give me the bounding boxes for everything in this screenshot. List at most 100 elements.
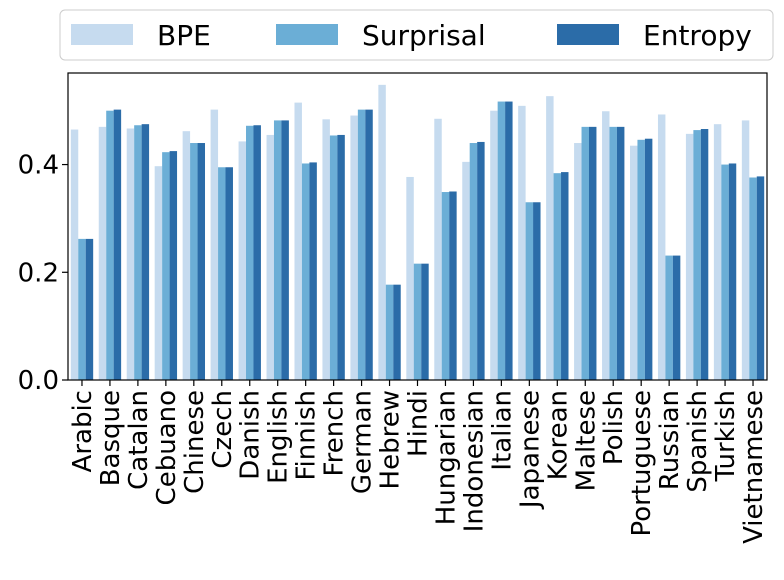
bar-bpe-arabic xyxy=(70,129,79,380)
bar-surprisal-spanish xyxy=(693,130,701,380)
legend-swatch-entropy xyxy=(557,24,619,45)
bar-entropy-italian xyxy=(505,101,513,381)
bar-bpe-french xyxy=(322,119,330,380)
bar-surprisal-japanese xyxy=(525,202,534,380)
bar-entropy-japanese xyxy=(533,202,541,380)
bar-entropy-hebrew xyxy=(393,284,401,380)
bar-bpe-german xyxy=(350,115,358,381)
x-tick-label-arabic: Arabic xyxy=(68,390,98,472)
bar-surprisal-polish xyxy=(609,126,617,380)
bar-bpe-polish xyxy=(602,111,610,381)
bar-entropy-catalan xyxy=(141,124,150,380)
y-tick-label: 0.4 xyxy=(18,151,59,181)
bar-entropy-finnish xyxy=(309,162,317,380)
bar-entropy-maltese xyxy=(588,126,597,380)
bar-surprisal-czech xyxy=(218,167,226,380)
bar-surprisal-vietnamese xyxy=(749,177,757,380)
bar-entropy-hungarian xyxy=(449,191,457,380)
x-tick-label-french: French xyxy=(320,390,350,476)
x-tick-label-hungarian: Hungarian xyxy=(431,390,461,525)
bar-bpe-cebuano xyxy=(154,166,163,380)
bar-surprisal-french xyxy=(329,135,338,380)
bar-bpe-indonesian xyxy=(462,161,470,380)
bar-bpe-chinese xyxy=(182,131,191,380)
x-tick-label-german: German xyxy=(348,390,378,494)
x-tick-label-catalan: Catalan xyxy=(124,390,154,490)
x-tick-label-finnish: Finnish xyxy=(292,390,322,481)
bar-entropy-danish xyxy=(253,125,261,381)
bar-surprisal-german xyxy=(357,109,366,381)
bar-surprisal-finnish xyxy=(301,163,310,380)
legend-swatch-surprisal xyxy=(276,24,338,45)
bar-bpe-korean xyxy=(546,96,554,380)
bar-surprisal-chinese xyxy=(190,143,198,380)
x-tick-label-hebrew: Hebrew xyxy=(376,390,406,489)
bar-surprisal-turkish xyxy=(721,164,729,380)
bar-entropy-indonesian xyxy=(477,141,485,380)
bar-entropy-polish xyxy=(616,126,625,380)
x-tick-label-danish: Danish xyxy=(236,390,266,480)
bar-surprisal-korean xyxy=(553,173,562,380)
bars-group xyxy=(70,84,765,381)
x-tick-label-turkish: Turkish xyxy=(711,390,741,482)
legend-label-entropy: Entropy xyxy=(643,19,752,52)
bar-bpe-hebrew xyxy=(378,84,386,380)
bar-bpe-turkish xyxy=(713,124,722,380)
bar-bpe-italian xyxy=(490,110,498,380)
x-tick-label-portuguese: Portuguese xyxy=(627,390,657,537)
x-tick-label-english: English xyxy=(264,390,294,484)
x-tick-label-cebuano: Cebuano xyxy=(152,390,182,505)
bar-surprisal-maltese xyxy=(581,126,589,380)
x-tick-label-italian: Italian xyxy=(487,390,517,471)
bar-surprisal-hebrew xyxy=(385,284,394,380)
x-tick-label-polish: Polish xyxy=(599,390,629,465)
bar-bpe-spanish xyxy=(685,133,694,380)
bar-bpe-czech xyxy=(210,109,219,381)
legend-frame xyxy=(59,9,774,61)
bar-surprisal-cebuano xyxy=(162,152,170,380)
bar-bpe-basque xyxy=(98,126,107,380)
bar-surprisal-basque xyxy=(106,110,114,380)
x-tick-label-czech: Czech xyxy=(208,390,238,469)
x-tick-label-japanese: Japanese xyxy=(515,390,545,510)
x-tick-label-maltese: Maltese xyxy=(571,390,601,491)
x-tick-label-chinese: Chinese xyxy=(180,390,210,494)
bar-entropy-basque xyxy=(113,109,122,381)
bar-bpe-russian xyxy=(657,114,666,380)
y-tick-label: 0.2 xyxy=(18,258,59,288)
bar-entropy-german xyxy=(365,109,373,381)
bar-entropy-hindi xyxy=(421,263,429,380)
bar-entropy-korean xyxy=(561,172,569,380)
bar-entropy-arabic xyxy=(85,238,94,380)
legend-label-bpe: BPE xyxy=(157,19,211,52)
bar-surprisal-hungarian xyxy=(441,192,450,380)
bar-bpe-vietnamese xyxy=(741,120,750,381)
bar-entropy-french xyxy=(337,134,345,380)
bar-entropy-chinese xyxy=(197,143,206,380)
bar-entropy-czech xyxy=(225,167,233,380)
legend-swatch-bpe xyxy=(71,24,133,45)
bar-bpe-japanese xyxy=(518,105,526,380)
x-tick-label-russian: Russian xyxy=(655,390,685,490)
bar-entropy-turkish xyxy=(728,163,737,380)
bar-bpe-portuguese xyxy=(630,145,638,380)
x-tick-label-indonesian: Indonesian xyxy=(459,390,489,532)
y-tick-label: 0.0 xyxy=(18,366,59,396)
legend-label-surprisal: Surprisal xyxy=(362,19,486,52)
bar-bpe-hindi xyxy=(406,176,414,380)
bar-entropy-portuguese xyxy=(644,138,653,380)
x-tick-label-vietnamese: Vietnamese xyxy=(739,390,769,544)
bar-entropy-cebuano xyxy=(169,151,178,380)
bar-bpe-danish xyxy=(238,141,247,380)
bar-bpe-finnish xyxy=(294,102,302,381)
bar-entropy-russian xyxy=(672,255,681,380)
bar-surprisal-italian xyxy=(497,101,506,381)
bar-surprisal-english xyxy=(273,120,282,381)
x-tick-label-basque: Basque xyxy=(96,390,126,486)
bar-surprisal-catalan xyxy=(134,125,142,381)
x-tick-label-hindi: Hindi xyxy=(404,390,434,457)
bar-bpe-catalan xyxy=(126,128,135,380)
x-tick-label-spanish: Spanish xyxy=(683,390,713,493)
axes-group: 0.0 0.2 0.4 ArabicBasqueCatalanCebuanoChine… xyxy=(18,72,769,544)
